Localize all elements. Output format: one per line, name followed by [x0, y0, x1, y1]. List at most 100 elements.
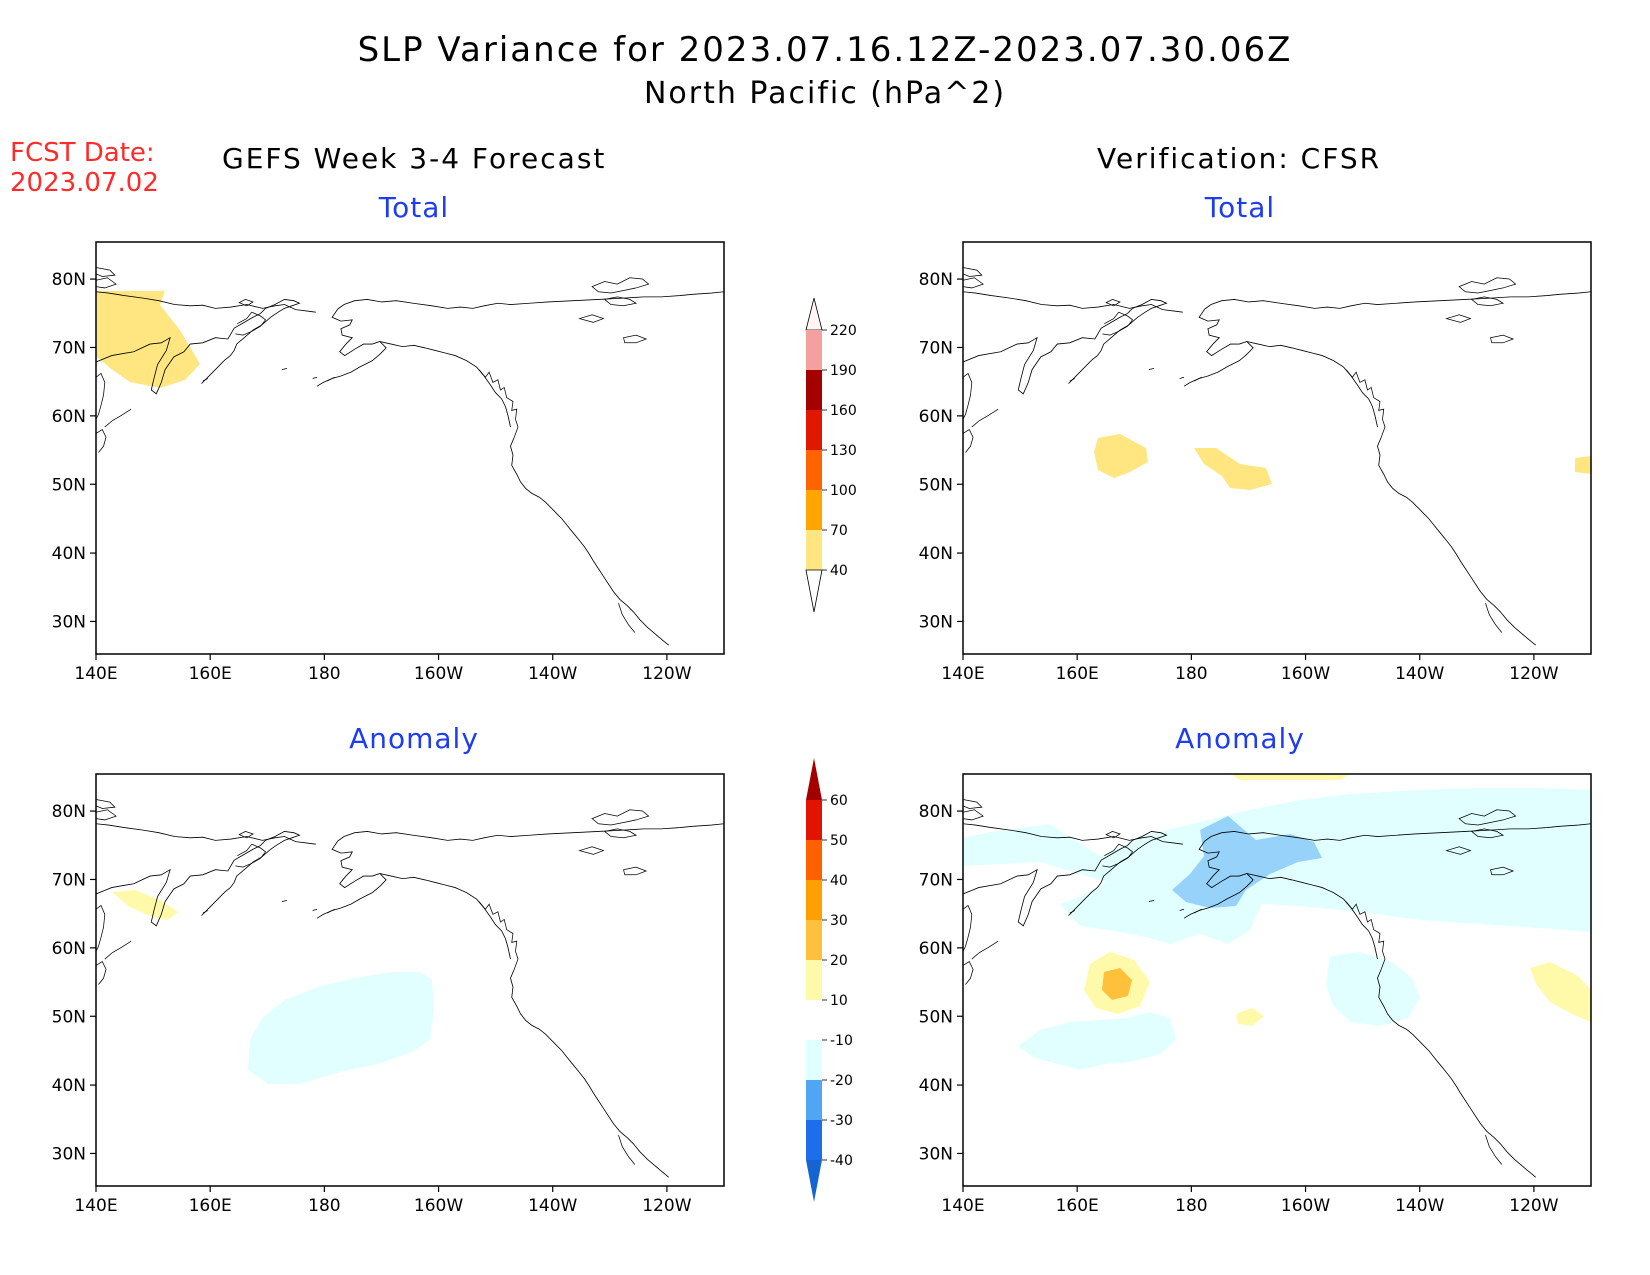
cfsr-total-map — [962, 241, 1592, 655]
anomaly-colorbar-segment — [806, 800, 822, 840]
anomaly-colorbar: -40 -30 -20 -10 10 20 30 40 50 60 — [806, 758, 853, 1202]
lat-tick-label: 80N — [52, 270, 86, 290]
lon-tick-label: 180 — [308, 1196, 340, 1216]
anomaly-colorbar-segment — [806, 960, 822, 1000]
cfsr-anomaly-map — [962, 773, 1592, 1187]
lat-tick-label: 70N — [52, 870, 86, 890]
fcst-date-label: FCST Date: — [10, 138, 155, 168]
gefs-anomaly-title: Anomaly — [349, 722, 479, 755]
total-colorbar-top-triangle — [805, 297, 823, 331]
lon-tick-label: 160E — [1056, 1196, 1099, 1216]
lat-tick-label: 70N — [919, 338, 953, 358]
lat-tick-label: 60N — [52, 939, 86, 959]
anomaly-colorbar-label: -30 — [830, 1113, 853, 1129]
lon-tick-label: 140E — [74, 1196, 117, 1216]
total-colorbar-segment — [806, 330, 822, 370]
anomaly-colorbar-segment — [806, 920, 822, 960]
cfsr-anomaly-yellow-aleutian — [1236, 1008, 1264, 1026]
anomaly-colorbar-label: 10 — [830, 993, 848, 1009]
gefs-total-map — [95, 241, 725, 655]
lon-tick-label: 160E — [1056, 664, 1099, 684]
lat-tick-label: 50N — [52, 1007, 86, 1027]
lon-tick-label: 140E — [941, 664, 984, 684]
total-colorbar-label: 190 — [830, 363, 857, 379]
lon-tick-label: 120W — [642, 1196, 691, 1216]
gefs-anomaly-positive-shade — [112, 890, 178, 920]
anomaly-colorbar-segment — [806, 1040, 822, 1080]
lat-tick-label: 60N — [52, 407, 86, 427]
cfsr-heading: Verification: CFSR — [1097, 142, 1382, 175]
map-axes: 140E 160E 180 160W 140W 120W 80N 70N 60N 50N 40N 30… — [52, 270, 1559, 1216]
cfsr-total-shade-kamchatka — [1094, 434, 1148, 478]
cfsr-anomaly-title: Anomaly — [1175, 722, 1305, 755]
total-colorbar-label: 220 — [830, 323, 857, 339]
lon-tick-label: 160W — [1281, 664, 1330, 684]
total-colorbar-segment — [806, 490, 822, 530]
cfsr-anomaly-light-blue-center — [1326, 952, 1420, 1026]
anomaly-colorbar-segment — [806, 880, 822, 920]
lon-tick-label: 140W — [528, 664, 577, 684]
fcst-date-block: FCST Date: 2023.07.02 — [10, 138, 159, 198]
cfsr-total-shade-east — [1575, 456, 1591, 474]
lon-tick-label: 160W — [414, 1196, 463, 1216]
lat-tick-label: 30N — [52, 1144, 86, 1164]
anomaly-colorbar-segment — [806, 1000, 822, 1040]
total-colorbar-segment — [806, 370, 822, 410]
lon-tick-label: 120W — [1509, 664, 1558, 684]
total-colorbar-label: 160 — [830, 403, 857, 419]
lat-tick-label: 80N — [52, 802, 86, 822]
cfsr-total-shade-aleutian — [1194, 448, 1272, 490]
gefs-anomaly-negative-shade — [248, 972, 434, 1084]
cfsr-anomaly-medium-blue — [1172, 816, 1322, 908]
lon-tick-label: 140E — [941, 1196, 984, 1216]
lat-tick-label: 80N — [919, 802, 953, 822]
total-colorbar-label: 40 — [830, 563, 848, 579]
lat-tick-label: 40N — [919, 1076, 953, 1096]
lat-tick-label: 60N — [919, 407, 953, 427]
total-colorbar-segment — [806, 530, 822, 570]
cfsr-total-title: Total — [1204, 191, 1276, 224]
lon-tick-label: 160W — [414, 664, 463, 684]
gefs-total-variance-shade — [96, 291, 200, 388]
total-colorbar-label: 130 — [830, 443, 857, 459]
anomaly-colorbar-label: 20 — [830, 953, 848, 969]
lat-tick-label: 50N — [919, 475, 953, 495]
main-title: SLP Variance for 2023.07.16.12Z-2023.07.… — [357, 30, 1293, 70]
lon-tick-label: 120W — [1509, 1196, 1558, 1216]
total-colorbar-label: 70 — [830, 523, 848, 539]
lat-tick-label: 30N — [919, 612, 953, 632]
fcst-date-value: 2023.07.02 — [10, 168, 159, 198]
lon-tick-label: 180 — [1175, 664, 1207, 684]
cfsr-anomaly-orange-kamchatka — [1102, 968, 1132, 1000]
anomaly-colorbar-label: 40 — [830, 873, 848, 889]
lon-tick-label: 120W — [642, 664, 691, 684]
lat-tick-label: 50N — [52, 475, 86, 495]
anomaly-colorbar-top-triangle — [806, 758, 822, 800]
anomaly-colorbar-segment — [806, 1120, 822, 1160]
lat-tick-label: 40N — [52, 544, 86, 564]
gefs-anomaly-map — [95, 773, 725, 1187]
lat-tick-label: 30N — [919, 1144, 953, 1164]
gefs-total-title: Total — [378, 191, 450, 224]
lat-tick-label: 70N — [52, 338, 86, 358]
total-colorbar-segment — [806, 410, 822, 450]
anomaly-colorbar-bottom-triangle — [806, 1160, 822, 1202]
anomaly-colorbar-label: 50 — [830, 833, 848, 849]
cfsr-anomaly-light-blue-south — [1018, 1012, 1176, 1070]
anomaly-colorbar-label: 60 — [830, 793, 848, 809]
total-colorbar: 40 70 100 130 160 190 220 — [805, 297, 857, 613]
lon-tick-label: 140W — [528, 1196, 577, 1216]
cfsr-anomaly-yellow-top — [1230, 774, 1350, 780]
anomaly-colorbar-segment — [806, 1080, 822, 1120]
lon-tick-label: 160W — [1281, 1196, 1330, 1216]
lon-tick-label: 160E — [189, 1196, 232, 1216]
lon-tick-label: 180 — [1175, 1196, 1207, 1216]
anomaly-colorbar-segment — [806, 840, 822, 880]
lat-tick-label: 80N — [919, 270, 953, 290]
total-colorbar-segment — [806, 450, 822, 490]
total-colorbar-label: 100 — [830, 483, 857, 499]
lat-tick-label: 40N — [919, 544, 953, 564]
lat-tick-label: 60N — [919, 939, 953, 959]
anomaly-colorbar-label: -10 — [830, 1033, 853, 1049]
